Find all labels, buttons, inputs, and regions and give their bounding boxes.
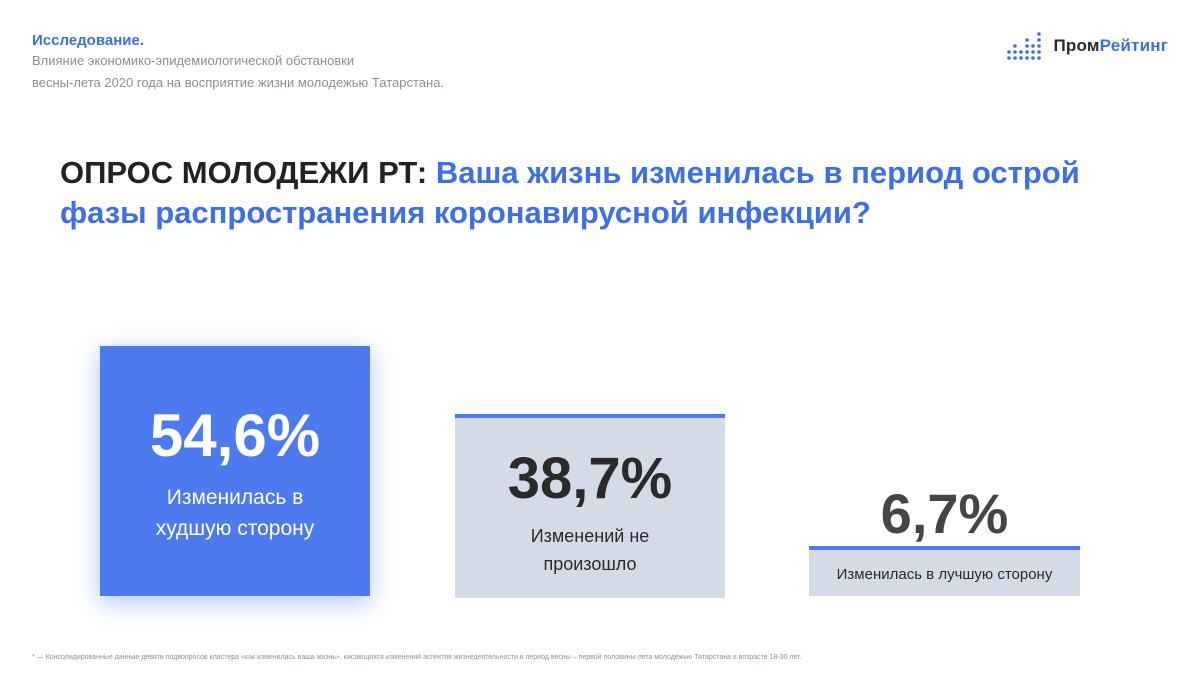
study-subtitle-line2: весны-лета 2020 года на восприятие жизни… (32, 75, 445, 90)
bar-dots-icon (1006, 32, 1041, 60)
category-label-worse: Изменилась в худшую сторону (155, 486, 315, 540)
title-prefix: ОПРОС МОЛОДЕЖИ РТ: (60, 155, 436, 190)
bar-no-change: 38,7% Изменений не произошло (455, 414, 725, 598)
value-label-no-change: 38,7% (507, 446, 673, 511)
category-label-better: Изменилась в лучшую сторону (836, 566, 1053, 583)
logo-wordmark: ПромРейтинг (1054, 36, 1169, 56)
study-subtitle-line1: Влияние экономико-эпидемиологической обс… (32, 53, 355, 68)
logo-part1: Пром (1053, 36, 1100, 55)
footnote: * — Консолидированные данные девяти подв… (32, 654, 802, 661)
promrating-logo: ПромРейтинг (1006, 30, 1169, 62)
slide-title: ОПРОС МОЛОДЕЖИ РТ: Ваша жизнь изменилась… (60, 153, 1140, 233)
bar-better: 6,7% Изменилась в лучшую сторону (809, 484, 1080, 596)
bar-worse: 54,6% Изменилась в худшую сторону (100, 346, 370, 596)
category-label-no-change: Изменений не произошло (530, 526, 650, 574)
header: Исследование. Влияние экономико-эпидемио… (32, 32, 444, 94)
logo-part2: Рейтинг (1099, 36, 1168, 55)
value-label-better: 6,7% (880, 482, 1009, 545)
value-label-worse: 54,6% (149, 402, 321, 469)
study-kicker: Исследование. (32, 32, 144, 49)
title-question: Ваша жизнь изменилась в период острой фа… (60, 155, 1080, 230)
